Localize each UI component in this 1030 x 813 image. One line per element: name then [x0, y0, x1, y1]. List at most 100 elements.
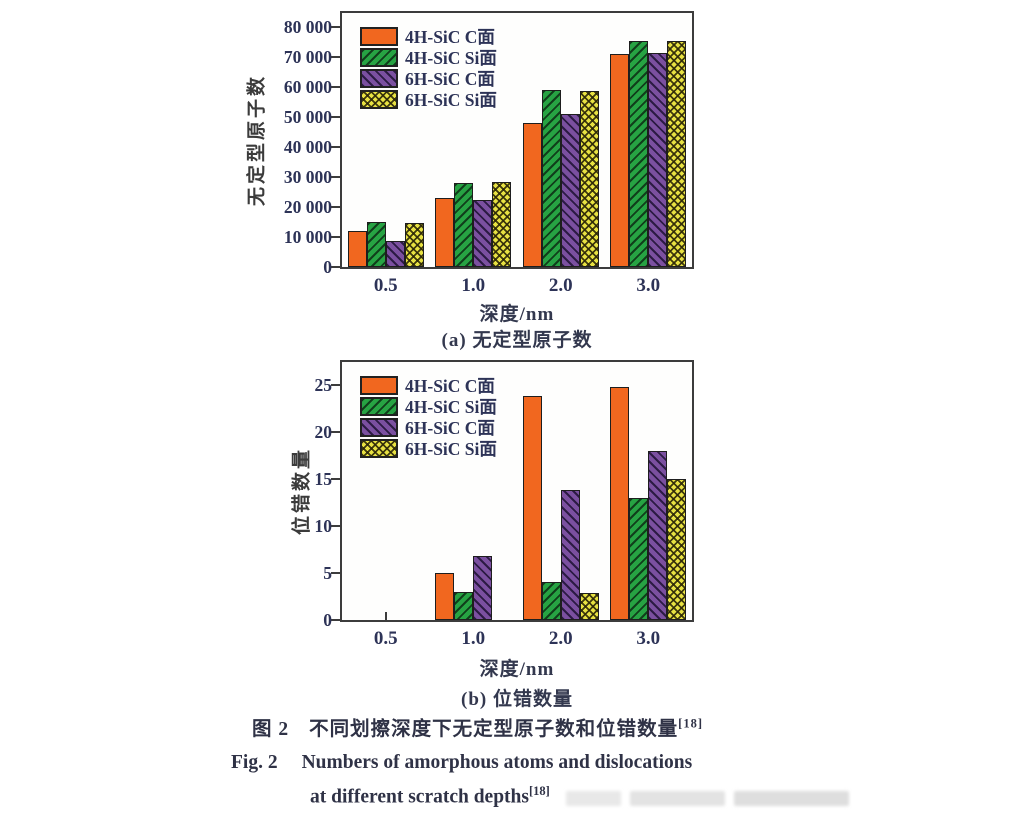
y-tick-label: 30 000 [283, 167, 332, 188]
bar-group [342, 618, 430, 620]
subcaption-a: (a) 无定型原子数 [441, 330, 593, 351]
bar-solid [522, 395, 542, 620]
bar-solid [610, 387, 630, 620]
y-tick-label: 40 000 [283, 137, 332, 158]
y-tick [331, 206, 340, 209]
x-tick-label: 2.0 [548, 275, 573, 296]
bar-hatch-back [648, 53, 668, 267]
y-tick-label: 20 000 [283, 197, 332, 218]
legend-swatch-hatch-fwd [360, 397, 398, 416]
y-tick-label: 60 000 [283, 77, 332, 98]
bar-dots [492, 181, 512, 267]
legend-item: 4H-SiC Si面 [360, 396, 497, 417]
bar-hatch-fwd [629, 498, 649, 620]
x-tick-label: 2.0 [548, 628, 573, 649]
legend-swatch-hatch-back [360, 418, 398, 437]
x-tick-label: 0.5 [373, 275, 398, 296]
x-tick-label: 1.0 [461, 628, 486, 649]
y-tick [331, 26, 340, 29]
figure-caption-zh-ref: [18] [678, 716, 703, 731]
bar-hatch-fwd [629, 40, 649, 267]
legend-swatch-solid [360, 376, 398, 395]
bar-hatch-back [648, 451, 668, 620]
x-axis-title-depth-b: 深度/nm [479, 659, 555, 680]
x-tick-label: 0.5 [373, 628, 398, 649]
figure-caption-en-line2: at different scratch depths[18] [310, 784, 858, 812]
y-tick-label: 50 000 [283, 107, 332, 128]
bar-group [430, 181, 518, 267]
bar-solid [435, 198, 455, 267]
figure-caption-en-text2: at different scratch depths [310, 786, 529, 808]
chart-amorphous-atoms-plot: 无定型原子数 4H-SiC C面 4H-SiC Si面 6H-SiC C面 6H-Si… [247, 11, 694, 351]
bar-hatch-fwd [366, 222, 386, 267]
figure-caption-zh-text: 不同划擦深度下无定型原子数和位错数量 [309, 719, 679, 740]
bar-hatch-back [473, 199, 493, 267]
bar-group [605, 387, 693, 620]
y-tick-label: 5 [323, 563, 332, 584]
legend-item: 4H-SiC C面 [360, 26, 497, 47]
x-tick-label: 3.0 [636, 628, 661, 649]
bar-dots [579, 90, 599, 267]
bar-hatch-fwd [454, 591, 474, 620]
bar-hatch-back [473, 556, 493, 620]
x-tick-label: 1.0 [461, 275, 486, 296]
figure-caption-en-ref: [18] [529, 784, 550, 798]
legend-swatch-hatch-fwd [360, 48, 398, 67]
y-axis-title-amorphous: 无定型原子数 [246, 73, 268, 207]
legend-swatch-dots [360, 439, 398, 458]
legend-dislocations: 4H-SiC C面 4H-SiC Si面 6H-SiC C面 6H-SiC Si面 [360, 375, 497, 459]
bar-group [517, 395, 605, 620]
legend-item: 6H-SiC Si面 [360, 438, 497, 459]
figure-caption-en-line1: Fig. 2 Numbers of amorphous atoms and dis… [231, 752, 692, 774]
bar-hatch-back [560, 489, 580, 620]
y-tick-label: 0 [323, 610, 332, 630]
y-tick [331, 572, 340, 575]
y-tick [331, 431, 340, 434]
y-tick [331, 619, 340, 621]
y-tick [331, 236, 340, 238]
y-tick-label: 20 [314, 422, 333, 443]
bar-group [430, 556, 518, 620]
bar-hatch-fwd [541, 90, 561, 267]
legend-item: 6H-SiC C面 [360, 68, 497, 89]
y-tick [331, 478, 340, 481]
x-tick-label: 3.0 [636, 275, 661, 296]
bar-solid [522, 123, 542, 267]
legend-label: 6H-SiC C面 [405, 69, 495, 89]
figure-caption-zh-label: 图 2 [252, 719, 290, 740]
y-tick-label: 15 [314, 469, 333, 490]
legend-item: 4H-SiC Si面 [360, 47, 497, 68]
y-tick-label: 10 000 [283, 227, 332, 247]
bar-dots [667, 479, 687, 620]
y-tick-label: 80 000 [283, 17, 332, 38]
legend-label: 6H-SiC Si面 [405, 90, 497, 110]
y-tick-label: 25 [314, 375, 333, 396]
y-tick [331, 86, 340, 89]
bar-hatch-fwd [454, 183, 474, 267]
bar-group [342, 222, 430, 267]
legend-label: 6H-SiC Si面 [405, 439, 497, 459]
bar-hatch-fwd [541, 582, 561, 620]
bar-group [517, 90, 605, 267]
x-axis-title-depth-a: 深度/nm [479, 304, 555, 325]
bar-solid [610, 54, 630, 267]
y-tick-label: 70 000 [283, 47, 332, 68]
y-tick [331, 176, 340, 179]
bar-dots [404, 222, 424, 267]
legend-item: 6H-SiC Si面 [360, 89, 497, 110]
y-tick [331, 525, 340, 528]
y-tick-label: 10 [314, 516, 333, 537]
figure-caption-zh: 图 2 不同划擦深度下无定型原子数和位错数量[18] [252, 712, 703, 741]
legend-amorphous: 4H-SiC C面 4H-SiC Si面 6H-SiC C面 6H-SiC Si面 [360, 26, 497, 110]
legend-swatch-hatch-back [360, 69, 398, 88]
bar-dots [667, 40, 687, 267]
y-tick [331, 146, 340, 149]
y-tick [331, 56, 340, 59]
legend-item: 6H-SiC C面 [360, 417, 497, 438]
bar-group [605, 40, 693, 267]
y-tick-label: 0 [323, 257, 332, 277]
legend-swatch-dots [360, 90, 398, 109]
bar-solid [435, 573, 455, 620]
bar-hatch-back [385, 240, 405, 267]
